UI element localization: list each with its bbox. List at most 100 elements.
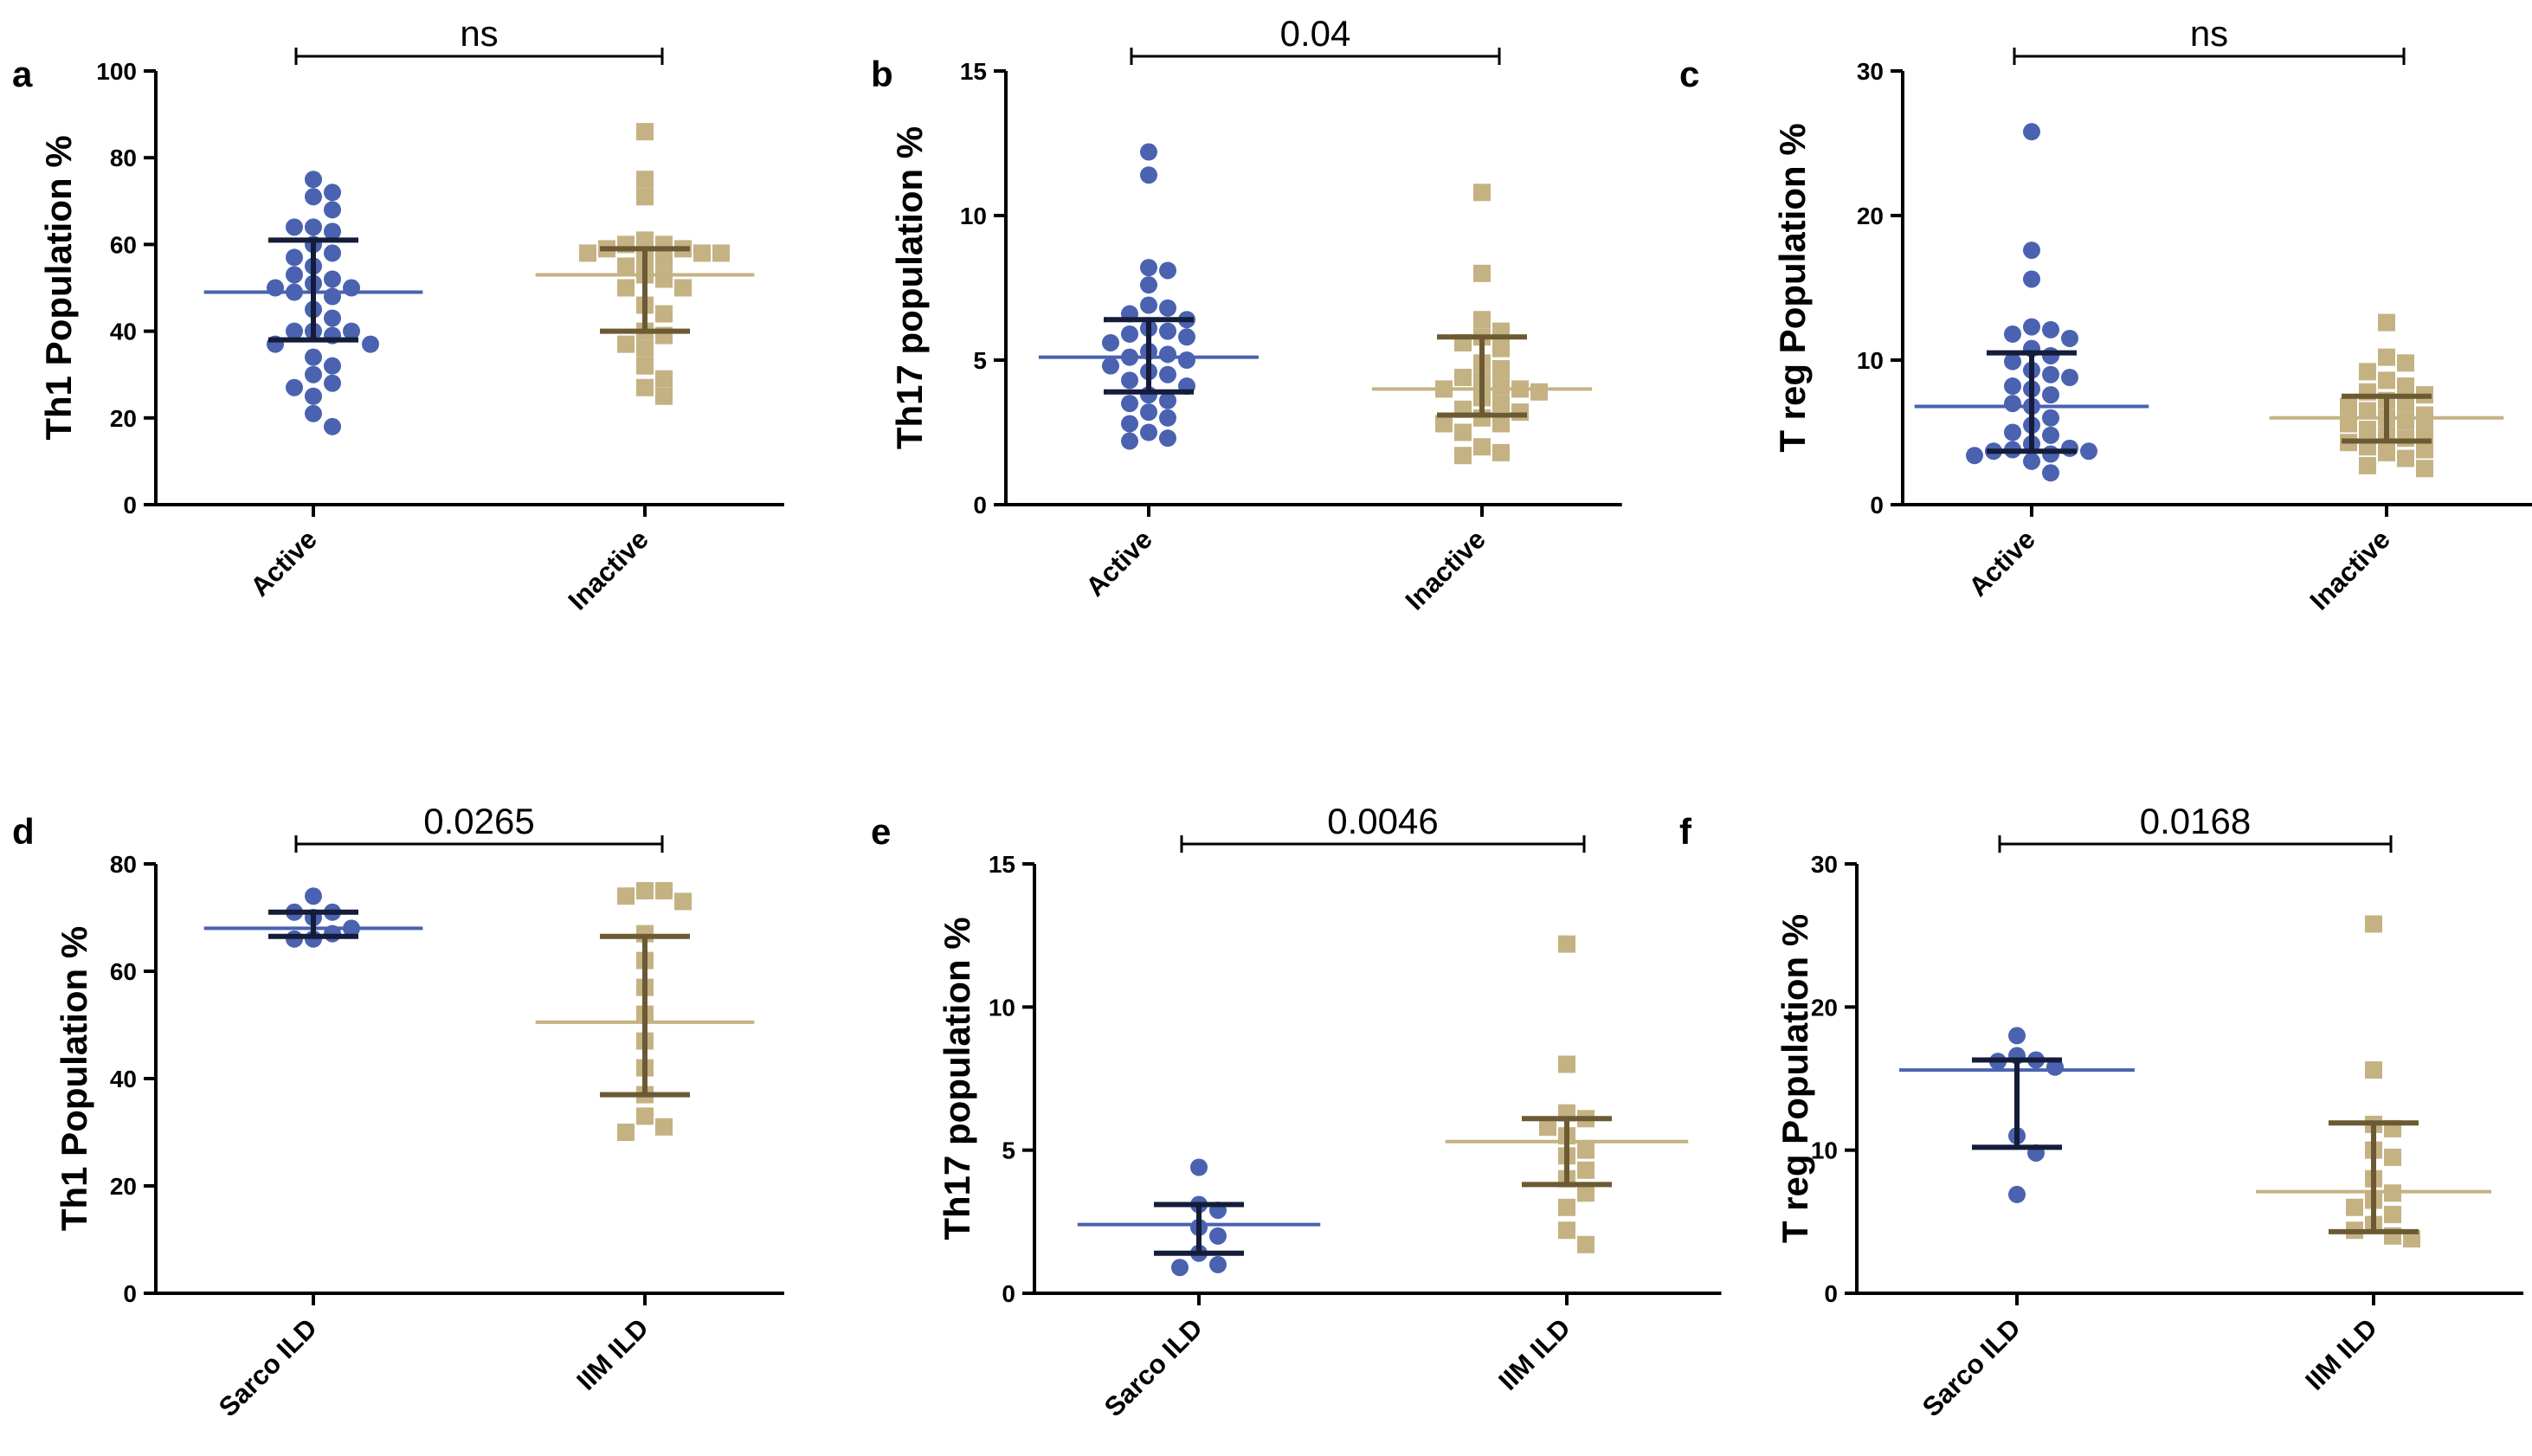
data-point — [286, 266, 303, 284]
data-point — [1473, 264, 1491, 282]
data-point — [2004, 423, 2021, 441]
data-point — [2378, 443, 2395, 461]
data-point — [2397, 395, 2414, 413]
data-point — [1558, 1055, 1575, 1073]
data-point — [305, 171, 322, 189]
data-point — [1159, 429, 1176, 448]
data-point — [2416, 406, 2433, 424]
data-point — [1102, 357, 1119, 375]
data-point — [655, 305, 673, 323]
data-point — [2008, 1185, 2026, 1203]
data-point — [1530, 383, 1548, 401]
data-point — [636, 378, 654, 396]
data-point — [305, 188, 322, 206]
data-point — [1140, 403, 1157, 422]
data-point — [2365, 1061, 2382, 1079]
data-point — [2416, 441, 2433, 459]
x-category-label: Sarco ILD — [213, 1312, 323, 1422]
y-tick-label: 20 — [1857, 203, 1884, 229]
y-tick-label: 10 — [989, 994, 1015, 1021]
y-tick-label: 10 — [1857, 347, 1884, 374]
data-point — [1558, 935, 1575, 953]
y-tick-label: 100 — [96, 58, 137, 85]
data-point — [2397, 412, 2414, 430]
data-point — [324, 201, 341, 219]
panel-b: b Th17 population % 0 5 10 15 Active Inactive 0.… — [871, 13, 1622, 616]
panel-e: e Th17 population % 0 5 10 15 Sarco ILD IIM ILD… — [871, 801, 1722, 1422]
data-point — [655, 387, 673, 405]
x-category-label: Active — [1079, 524, 1158, 602]
data-point — [1473, 184, 1491, 202]
data-point — [1577, 1235, 1595, 1253]
data-point — [1473, 311, 1491, 329]
y-tick-label: 0 — [973, 492, 987, 519]
data-point — [655, 370, 673, 388]
data-point — [305, 365, 322, 383]
data-point — [1209, 1255, 1227, 1273]
data-point — [2378, 371, 2395, 390]
data-point — [1159, 345, 1176, 364]
data-point — [2023, 242, 2040, 260]
y-axis-label: Th17 population % — [889, 126, 930, 449]
y-tick-label: 0 — [1002, 1280, 1015, 1307]
data-point — [1492, 395, 1510, 413]
data-point — [305, 887, 322, 905]
x-category-label: Sarco ILD — [1917, 1312, 2026, 1422]
data-point — [2061, 369, 2078, 387]
data-point — [324, 417, 341, 435]
significance-label: 0.0265 — [423, 801, 534, 841]
data-point — [286, 322, 303, 340]
data-point — [2384, 1148, 2401, 1166]
data-point — [286, 248, 303, 267]
data-point — [2042, 445, 2059, 463]
data-point — [1159, 391, 1176, 409]
data-point — [1577, 1161, 1595, 1179]
significance-label: 0.0168 — [2140, 801, 2251, 841]
data-point — [2042, 426, 2059, 444]
data-point — [2004, 395, 2021, 413]
data-point — [2416, 423, 2433, 441]
data-point — [1121, 395, 1138, 413]
x-category-label: Inactive — [1400, 524, 1491, 615]
x-category-label: Inactive — [2304, 524, 2396, 615]
x-category-label: Sarco ILD — [1098, 1312, 1208, 1422]
data-point — [1577, 1141, 1595, 1159]
data-point — [1140, 276, 1157, 294]
data-point — [2080, 442, 2097, 461]
y-tick-label: 10 — [1811, 1137, 1838, 1164]
data-point — [1492, 360, 1510, 378]
panel-a: a Th1 Population % 0 20 40 60 80 100 Active Inact… — [12, 13, 784, 616]
data-point — [579, 244, 596, 262]
data-point — [2365, 915, 2382, 933]
y-axis-label: Th17 population % — [937, 917, 977, 1240]
data-point — [343, 322, 360, 340]
x-category-label: Active — [244, 524, 323, 602]
data-point — [2042, 346, 2059, 364]
y-tick-label: 20 — [110, 1173, 137, 1200]
data-point — [286, 930, 303, 948]
data-point — [636, 231, 654, 249]
data-point — [1140, 259, 1157, 277]
data-point — [655, 882, 673, 899]
data-point — [2061, 329, 2078, 347]
data-point — [2378, 348, 2395, 366]
data-point — [2359, 363, 2376, 381]
data-point — [1159, 365, 1176, 383]
data-point — [1492, 415, 1510, 433]
data-point — [2023, 270, 2040, 288]
y-tick-label: 0 — [123, 1280, 137, 1307]
data-point — [1178, 328, 1195, 346]
data-point — [674, 892, 692, 911]
data-point — [2023, 318, 2040, 336]
x-category-label: IIM ILD — [2299, 1312, 2383, 1396]
x-category-label: IIM ILD — [570, 1312, 654, 1396]
panel-d: d Th1 Population % 0 20 40 60 80 Sarco ILD IIM I… — [12, 801, 784, 1422]
data-point — [636, 1107, 654, 1125]
data-point — [2042, 386, 2059, 404]
data-point — [2340, 397, 2357, 416]
data-point — [1558, 1198, 1575, 1216]
data-point — [1539, 1118, 1556, 1137]
data-point — [324, 357, 341, 375]
data-point — [1178, 351, 1195, 369]
